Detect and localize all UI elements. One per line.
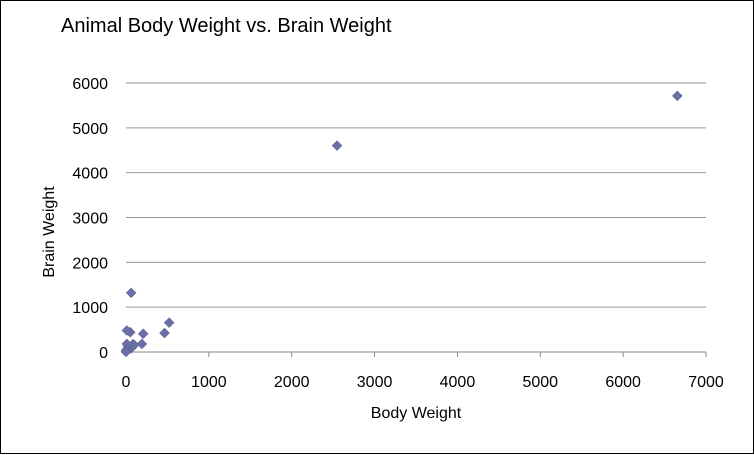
gridlines: [126, 82, 706, 308]
y-tick-label: 6000: [72, 76, 108, 93]
data-point: [159, 327, 170, 339]
y-tick-labels: 0 1000 2000 3000 4000 5000 6000: [72, 76, 108, 362]
chart-title: Animal Body Weight vs. Brain Weight: [61, 15, 392, 37]
data-point: [120, 346, 132, 358]
y-tick-label: 4000: [72, 166, 108, 183]
y-tick-label: 2000: [72, 255, 108, 272]
x-tick-label: 1000: [191, 374, 227, 391]
x-axis-label: Body Weight: [371, 405, 462, 422]
x-tick-label: 4000: [440, 374, 476, 391]
x-tick-labels: 0 1000 2000 3000 4000 5000 6000 7000: [122, 374, 724, 391]
y-tick-label: 3000: [72, 211, 108, 228]
data-point: [136, 338, 148, 350]
x-tick-label: 0: [122, 374, 131, 391]
data-point: [671, 90, 683, 102]
axes: [125, 351, 707, 357]
y-axis-label: Brain Weight: [41, 186, 58, 278]
y-tick-label: 1000: [72, 300, 108, 317]
data-point: [331, 140, 343, 151]
data-point: [163, 317, 175, 328]
x-tick-label: 2000: [274, 374, 310, 391]
x-tick-label: 5000: [522, 374, 558, 391]
y-tick-label: 5000: [72, 121, 108, 138]
x-tick-label: 3000: [357, 374, 393, 391]
x-tick-label: 7000: [688, 374, 724, 391]
data-point: [137, 328, 149, 340]
data-points: [120, 90, 683, 358]
y-tick-label: 0: [99, 345, 108, 362]
data-point: [125, 287, 137, 299]
x-tick-label: 6000: [605, 374, 641, 391]
data-point: [121, 325, 133, 336]
